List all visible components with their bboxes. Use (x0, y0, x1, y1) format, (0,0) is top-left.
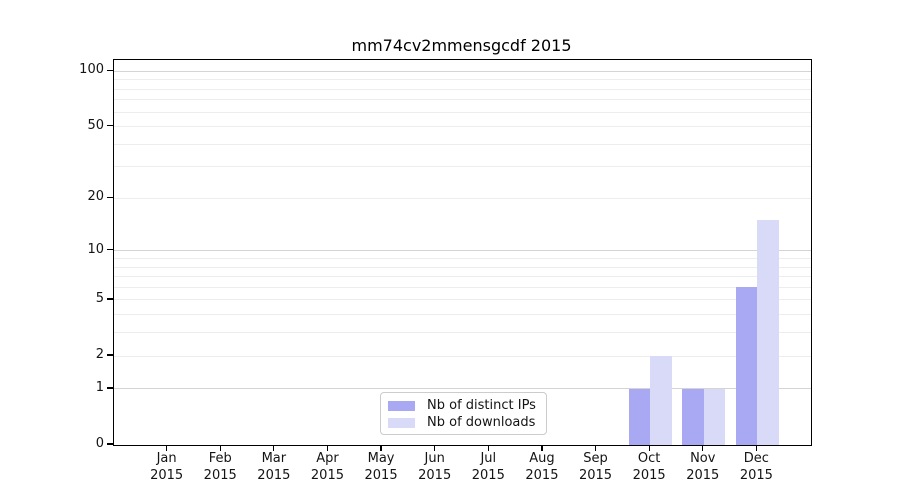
x-tick-label: May 2015 (349, 451, 413, 484)
y-tick-mark (107, 249, 113, 251)
x-tick-month: Aug (529, 451, 555, 466)
x-tick-year: 2015 (471, 467, 505, 483)
x-tick-year: 2015 (632, 467, 666, 483)
x-tick-mark (165, 445, 168, 452)
x-tick-month: Feb (208, 451, 232, 466)
y-tick-mark (107, 298, 113, 300)
x-tick-month: Sep (583, 451, 608, 466)
y-tick-mark (107, 69, 113, 71)
x-tick-mark (273, 445, 275, 452)
x-tick-month: Jan (156, 451, 177, 466)
x-tick-year: 2015 (578, 467, 613, 483)
gridline-minor (114, 266, 811, 268)
x-tick-month: Apr (316, 451, 339, 466)
x-tick-label: Oct 2015 (617, 451, 681, 484)
bar-nov-distinct-ips (682, 388, 704, 445)
x-tick-mark (755, 445, 758, 452)
gridline-minor (114, 276, 811, 278)
y-tick-label: 1 (95, 379, 104, 395)
y-tick-label: 2 (95, 347, 104, 363)
x-tick-year: 2015 (310, 467, 344, 483)
x-tick-year: 2015 (203, 467, 237, 483)
gridline-minor (114, 299, 811, 301)
x-tick-mark (487, 445, 489, 452)
x-tick-label: Mar 2015 (242, 451, 306, 484)
x-tick-label: Nov 2015 (671, 451, 735, 484)
x-tick-label: Jun 2015 (403, 451, 467, 484)
x-tick-year: 2015 (150, 467, 184, 483)
x-tick-month: Nov (690, 451, 716, 466)
x-tick-month: Jul (480, 451, 497, 466)
x-tick-label: Apr 2015 (295, 451, 359, 484)
legend-swatch-distinct-ips (388, 401, 415, 411)
x-tick-month: Mar (261, 451, 287, 466)
y-tick-mark (107, 196, 113, 199)
x-tick-label: Jul 2015 (456, 451, 520, 484)
y-tick-label: 20 (87, 189, 104, 205)
bar-oct-distinct-ips (628, 388, 651, 445)
x-tick-year: 2015 (686, 467, 720, 483)
gridline-minor (114, 332, 811, 334)
bar-dec-downloads (757, 220, 779, 445)
gridline-major (114, 70, 811, 72)
x-tick-label: Feb 2015 (188, 451, 252, 484)
legend: Nb of distinct IPs Nb of downloads (380, 392, 547, 435)
x-tick-month: Jun (424, 451, 445, 466)
x-tick-label: Dec 2015 (724, 451, 788, 484)
y-tick-label: 50 (87, 117, 104, 133)
legend-swatch-downloads (388, 418, 415, 428)
gridline-minor (114, 111, 811, 113)
x-tick-mark (326, 445, 329, 452)
gridline-minor (114, 99, 811, 101)
gridline-minor (114, 79, 811, 81)
gridline-minor (114, 126, 811, 128)
gridline-major (114, 250, 811, 252)
gridline-minor (114, 355, 811, 357)
plot-area: Nb of distinct IPs Nb of downloads (113, 59, 812, 446)
chart-title: mm74cv2mmensgcdf 2015 (351, 36, 572, 55)
x-tick-month: May (367, 451, 395, 466)
x-tick-year: 2015 (739, 467, 773, 483)
gridline-minor (114, 143, 811, 145)
y-tick-label: 5 (95, 290, 104, 306)
gridline-minor (114, 314, 811, 316)
x-tick-month: Dec (743, 451, 769, 466)
y-tick-mark (107, 387, 113, 389)
x-tick-label: Sep 2015 (564, 451, 628, 484)
bar-oct-downloads (650, 356, 672, 445)
y-tick-mark (107, 354, 113, 356)
legend-label-downloads: Nb of downloads (427, 415, 536, 430)
x-tick-mark (702, 445, 704, 452)
bar-dec-distinct-ips (735, 287, 758, 445)
gridline-minor (114, 286, 811, 288)
gridline-minor (114, 166, 811, 168)
x-tick-year: 2015 (418, 467, 452, 483)
x-tick-mark (594, 445, 597, 452)
gridline-major (114, 388, 811, 390)
x-tick-label: Aug 2015 (510, 451, 574, 484)
gridline-minor (114, 258, 811, 259)
y-tick-mark (107, 443, 113, 445)
y-tick-label: 0 (95, 436, 104, 451)
x-tick-year: 2015 (364, 467, 398, 483)
legend-label-distinct-ips: Nb of distinct IPs (427, 398, 536, 413)
y-tick-mark (107, 124, 113, 127)
x-tick-mark (380, 445, 382, 452)
legend-item: Nb of downloads (388, 415, 538, 431)
y-tick-label: 100 (79, 62, 104, 78)
x-tick-month: Oct (637, 451, 661, 466)
x-tick-label: Jan 2015 (135, 451, 199, 484)
x-tick-year: 2015 (257, 467, 291, 483)
x-tick-mark (434, 445, 436, 452)
gridline-minor (114, 197, 811, 199)
bar-nov-downloads (703, 388, 726, 445)
y-tick-label: 10 (87, 241, 104, 257)
x-tick-year: 2015 (525, 467, 559, 483)
legend-item: Nb of distinct IPs (388, 398, 538, 414)
x-tick-mark (219, 445, 221, 452)
x-tick-mark (541, 445, 543, 452)
x-tick-mark (648, 445, 650, 452)
gridline-minor (114, 88, 811, 90)
